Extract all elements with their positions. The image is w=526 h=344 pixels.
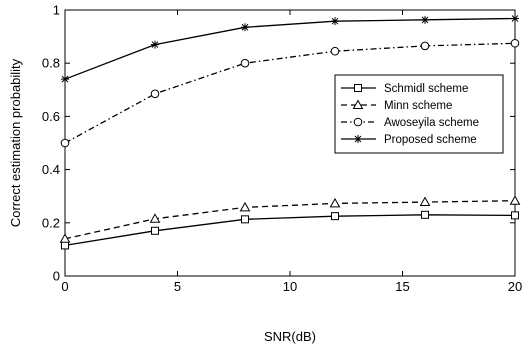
y-tick-label: 0.2: [42, 215, 60, 230]
legend-label-schmidl: Schmidl scheme: [384, 83, 468, 95]
x-tick-label: 10: [283, 279, 297, 294]
data-point-square: [331, 212, 339, 221]
data-point-square: [61, 241, 69, 250]
data-point-star: [421, 15, 429, 24]
x-tick-label: 15: [395, 279, 409, 294]
legend-square-marker-icon: [354, 84, 362, 92]
data-point-circle: [150, 89, 160, 99]
data-point-square: [421, 210, 429, 219]
legend: Schmidl scheme Minn scheme Awoseyila sch…: [334, 74, 504, 154]
data-point-triangle: [239, 201, 251, 212]
series-line-square: [64, 214, 516, 247]
y-tick-label: 0.6: [42, 109, 60, 124]
x-tick-label: 20: [508, 279, 522, 294]
series-lines: [64, 17, 516, 247]
y-tick-label: 0.8: [42, 56, 60, 71]
y-axis-title: Correct estimation probability: [8, 58, 23, 227]
x-tick-label: 5: [174, 279, 181, 294]
legend-item-proposed: Proposed scheme: [341, 134, 477, 146]
y-tick-label: 0: [53, 269, 60, 284]
y-tick-label: 1: [53, 3, 60, 18]
legend-label-proposed: Proposed scheme: [384, 134, 477, 146]
data-point-square: [511, 211, 519, 220]
legend-item-awoseyila: Awoseyila scheme: [341, 117, 479, 129]
data-point-star: [241, 23, 249, 32]
data-point-circle: [510, 38, 520, 48]
legend-item-schmidl: Schmidl scheme: [341, 83, 468, 95]
data-point-triangle: [59, 233, 71, 243]
data-point-square: [151, 226, 159, 235]
data-point-triangle: [509, 195, 521, 205]
axis-ticks: 0 5 10 15 20 0 0.2 0.4 0.6 0.8 1: [42, 3, 522, 295]
x-axis-title: SNR(dB): [264, 329, 316, 344]
legend-star-marker-icon: [354, 135, 362, 143]
legend-label-minn: Minn scheme: [384, 100, 452, 112]
data-point-circle: [240, 58, 250, 68]
data-point-triangle: [419, 196, 431, 207]
series-line-circle: [64, 42, 516, 144]
series-line-triangle: [64, 200, 516, 240]
x-tick-label: 0: [61, 279, 68, 294]
data-point-star: [511, 14, 519, 23]
legend-item-minn: Minn scheme: [341, 99, 452, 112]
data-point-star: [331, 17, 339, 26]
data-point-circle: [60, 138, 70, 148]
data-point-circle: [420, 41, 430, 51]
data-point-triangle: [149, 213, 161, 223]
data-point-triangle: [329, 197, 341, 208]
legend-label-awoseyila: Awoseyila scheme: [384, 117, 479, 129]
legend-triangle-marker-icon: [352, 99, 364, 109]
series-line-star: [64, 17, 516, 80]
data-point-square: [241, 215, 249, 224]
y-tick-label: 0.4: [42, 162, 60, 177]
series-markers: [59, 14, 521, 250]
data-point-star: [61, 75, 69, 84]
legend-circle-marker-icon: [353, 117, 363, 127]
data-point-star: [151, 40, 159, 49]
data-point-circle: [330, 46, 340, 56]
